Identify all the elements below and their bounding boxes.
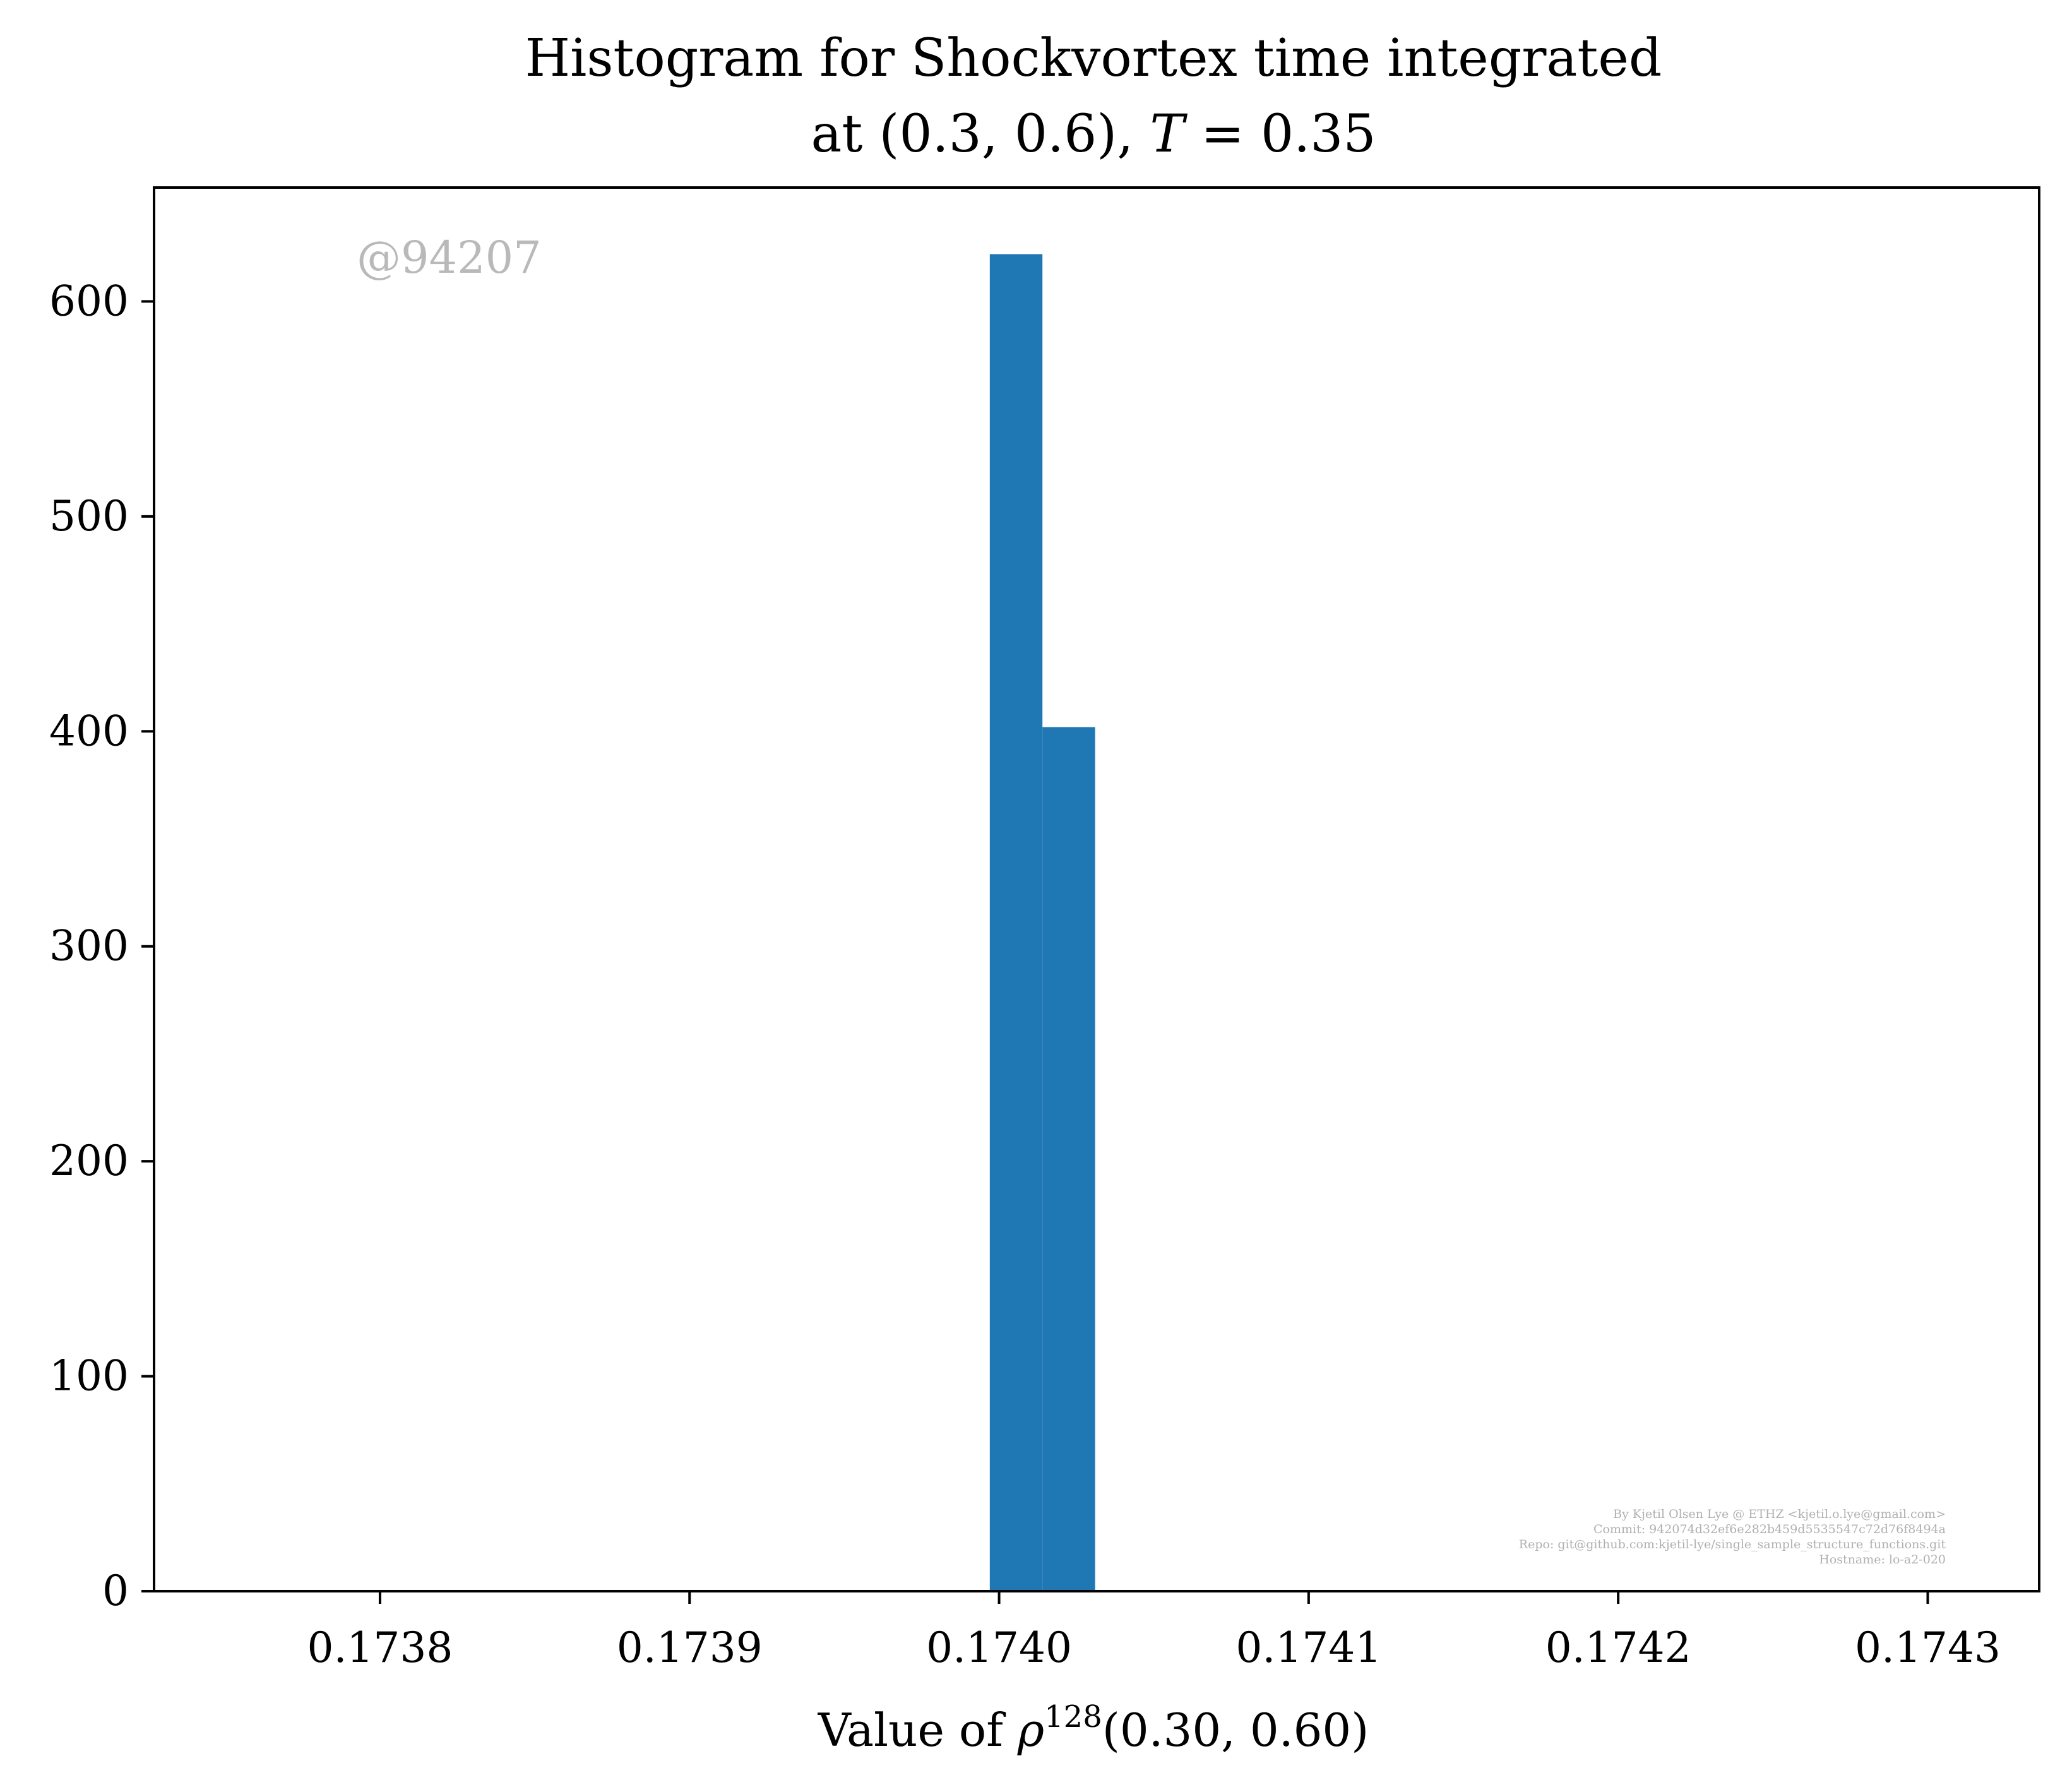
x-tick-label: 0.1743 [1855,1623,2001,1672]
credits-block: By Kjetil Olsen Lye @ ETHZ <kjetil.o.lye… [1519,1507,1946,1567]
histogram-bars [989,254,1095,1591]
histogram-bar-2 [1042,727,1095,1591]
credit-hostname: Hostname: lo-a2-020 [1819,1553,1946,1567]
credit-commit: Commit: 942074d32ef6e282b459d5535547c72d… [1593,1522,1946,1536]
y-tick-label: 200 [49,1137,129,1185]
y-tick-label: 400 [49,707,129,755]
y-tick-label: 100 [49,1352,129,1401]
x-tick-label: 0.1740 [926,1623,1072,1672]
x-axis-ticks: 0.1738 0.1739 0.1740 0.1741 0.1742 0.1743 [307,1591,2001,1672]
y-tick-label: 0 [102,1567,129,1615]
credit-repo: Repo: git@github.com:kjetil-lye/single_s… [1519,1538,1946,1551]
y-tick-label: 600 [49,277,129,325]
y-tick-label: 300 [49,922,129,971]
credit-author: By Kjetil Olsen Lye @ ETHZ <kjetil.o.lye… [1613,1507,1946,1521]
x-tick-label: 0.1738 [307,1623,453,1672]
x-tick-label: 0.1739 [617,1623,763,1672]
y-axis-ticks: 0 100 200 300 400 500 600 [49,277,154,1615]
x-axis-label: Value of ρ128(0.30, 0.60) [818,1699,1369,1757]
x-tick-label: 0.1742 [1545,1623,1691,1672]
chart-title-line-1: Histogram for Shockvortex time integrate… [525,28,1662,88]
plot-frame [153,186,2040,1592]
x-tick-label: 0.1741 [1235,1623,1381,1672]
watermark-label: @94207 [357,232,542,284]
histogram-bar-1 [989,254,1043,1591]
y-tick-label: 500 [49,492,129,541]
chart-title-line-2: at (0.3, 0.6), T = 0.35 [811,104,1376,164]
